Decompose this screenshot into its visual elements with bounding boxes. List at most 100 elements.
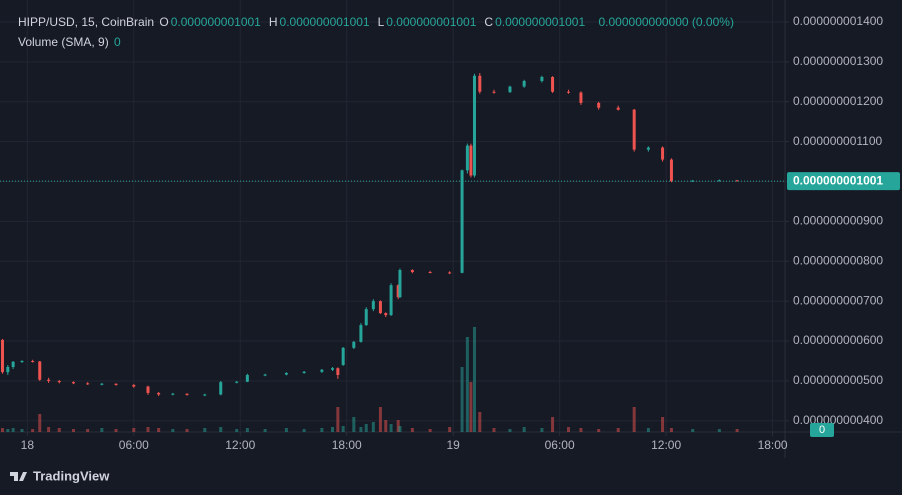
- volume-bar: [302, 429, 306, 432]
- ohlc-value: 0.000000001001: [279, 15, 370, 29]
- ohlc-key: L: [377, 15, 385, 29]
- candle-body: [540, 76, 544, 81]
- volume-bar: [735, 429, 739, 432]
- candle-body: [6, 366, 10, 373]
- candle-body: [508, 86, 512, 93]
- volume-bar: [100, 428, 104, 432]
- ohlc-key: O: [159, 15, 169, 29]
- candle-body: [396, 285, 400, 298]
- volume-bar: [567, 427, 571, 432]
- y-tick-label: 0.000000001300: [793, 54, 883, 68]
- volume-bar: [669, 428, 673, 432]
- candle-body: [478, 75, 482, 92]
- candle-body: [100, 383, 104, 385]
- volume-bar: [428, 429, 432, 432]
- candle-body: [245, 374, 249, 382]
- volume-bar: [398, 426, 402, 432]
- candle-body: [632, 109, 636, 150]
- volume-bar: [331, 427, 335, 432]
- volume-bar: [616, 428, 620, 432]
- candle-body: [735, 180, 739, 182]
- volume-bar: [378, 407, 382, 432]
- candle-body: [646, 147, 650, 150]
- candle-body: [567, 91, 571, 93]
- volume-bar: [478, 412, 482, 432]
- candle-body: [384, 313, 388, 316]
- candle-body: [336, 368, 340, 375]
- volume-label: Volume (SMA, 9): [18, 35, 109, 49]
- candle-body: [263, 374, 267, 376]
- x-tick-label: 06:00: [119, 438, 149, 452]
- volume-bar: [661, 417, 665, 432]
- x-tick-label: 18:00: [332, 438, 362, 452]
- volume-bar: [341, 426, 345, 432]
- candle-body: [579, 92, 583, 103]
- candle-body: [364, 309, 368, 326]
- candle-body: [331, 368, 335, 370]
- volume-bar: [551, 417, 555, 432]
- candle-body: [219, 382, 223, 395]
- y-tick-label: 0.000000001100: [793, 134, 883, 148]
- y-tick-label: 0.000000000900: [793, 214, 883, 228]
- volume-bar: [235, 429, 239, 432]
- volume-bar: [245, 428, 249, 432]
- volume-bar: [146, 427, 150, 432]
- volume-row: Volume (SMA, 9) 0: [18, 35, 129, 49]
- volume-bar: [6, 429, 10, 432]
- legend-row: HIPP/USD, 15, CoinBrain O 0.000000001001 H…: [18, 15, 742, 29]
- volume-bar: [31, 429, 35, 432]
- x-tick-label: 18: [21, 438, 35, 452]
- candle-body: [11, 361, 15, 367]
- volume-bar: [86, 429, 90, 432]
- ohlc-key: H: [268, 15, 278, 29]
- y-tick-label: 0.000000000500: [793, 373, 883, 387]
- volume-bar: [646, 428, 650, 432]
- volume-bar: [522, 427, 526, 432]
- volume-tag: [810, 423, 834, 437]
- candle-body: [460, 170, 464, 273]
- volume-bar: [508, 429, 512, 432]
- candle-body: [146, 386, 150, 393]
- volume-bar: [20, 429, 24, 432]
- candle-body: [691, 180, 695, 182]
- x-tick-label: 18:00: [758, 438, 788, 452]
- volume-bar: [352, 417, 356, 432]
- grid: [0, 0, 785, 432]
- footer-bar: [0, 458, 902, 495]
- candle-body: [465, 145, 469, 171]
- ohlc-value: 0.000000001001: [495, 15, 586, 29]
- candle-body: [157, 392, 161, 395]
- volume-bar: [597, 429, 601, 432]
- candle-body: [38, 361, 42, 380]
- x-tick-label: 12:00: [225, 438, 255, 452]
- volume-bar: [203, 428, 207, 432]
- volume-bar: [371, 422, 375, 432]
- volume-bar: [469, 382, 473, 432]
- candle-body: [551, 76, 555, 92]
- candle-body: [371, 301, 375, 310]
- volume-bar: [57, 428, 61, 432]
- ohlc-value: 0.000000001001: [386, 15, 477, 29]
- candle-body: [302, 371, 306, 373]
- ohlc-value: 0.000000001001: [170, 15, 261, 29]
- symbol: HIPP/USD, 15, CoinBrain: [18, 15, 155, 29]
- candle-body: [398, 270, 402, 298]
- volume-bar: [185, 429, 189, 432]
- candle-body: [114, 383, 118, 385]
- x-tick-label: 19: [447, 438, 461, 452]
- change: 0.000000000000 (0.00%): [598, 15, 734, 29]
- candle-body: [352, 341, 356, 348]
- candle-body: [86, 383, 90, 385]
- volume-bar: [359, 427, 363, 432]
- brand: TradingView: [33, 468, 110, 483]
- logo: TradingView: [10, 468, 110, 483]
- volume-bar: [132, 428, 136, 432]
- volume-tag-label: 0: [819, 424, 825, 436]
- candle-body: [522, 80, 526, 87]
- volume-bar: [460, 367, 464, 432]
- candle-body: [0, 339, 4, 373]
- last-price-tag: [787, 172, 900, 191]
- volume-bar: [492, 428, 496, 432]
- volume-bar: [263, 429, 267, 432]
- volume-bar: [47, 427, 51, 432]
